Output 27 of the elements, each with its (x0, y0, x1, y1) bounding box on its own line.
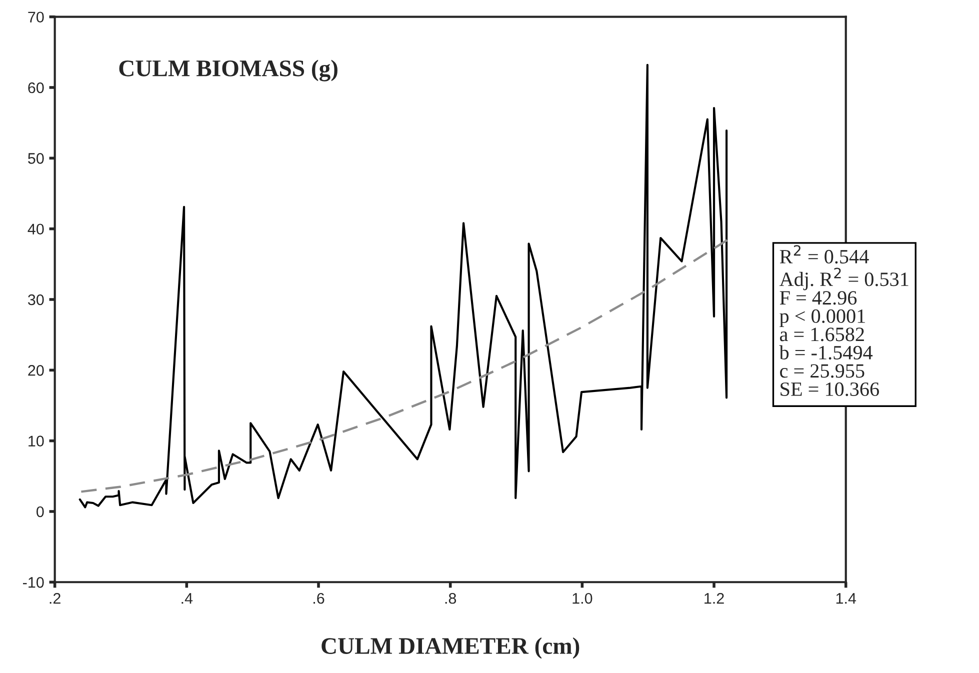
annotation: SE = 10.366 (780, 382, 879, 396)
x-tick-label: 1.2 (704, 592, 724, 604)
x-tick-label: .8 (445, 592, 456, 604)
y-tick-label: 60 (28, 82, 44, 94)
x-tick-label: 1.0 (572, 592, 592, 604)
x-tick-label: 1.4 (836, 593, 856, 604)
y-tick-label: 50 (28, 153, 44, 164)
annotation: c = 25.955 (780, 364, 864, 378)
annotation: F = 42.96 (780, 291, 857, 305)
y-tick-label: 20 (28, 365, 44, 376)
y-tick-label: 30 (28, 294, 44, 306)
annotation: b = -1.5494 (779, 345, 873, 360)
y-tick-label: 40 (28, 224, 44, 235)
annotation: R$^{2}$ = 0.544 (780, 245, 869, 264)
y-tick-label: 0 (36, 506, 44, 518)
text: CULM BIOMASS (g) (119, 60, 338, 82)
annotation: Adj. R$^{2}$ = 0.531 (779, 268, 908, 290)
annotation: p < 0.0001 (780, 309, 865, 328)
line-series (80, 239, 728, 493)
y-tick-label: -10 (23, 577, 44, 588)
y-tick-label: 70 (28, 12, 44, 23)
x-tick-label: .4 (182, 593, 193, 604)
annotation: a = 1.6582 (780, 328, 864, 342)
x-tick-label: .6 (314, 592, 324, 604)
y-tick-label: 10 (28, 436, 44, 446)
x-tick-label: .2 (50, 592, 60, 604)
x-axis-title: CULM DIAMETER (cm) (322, 637, 580, 659)
